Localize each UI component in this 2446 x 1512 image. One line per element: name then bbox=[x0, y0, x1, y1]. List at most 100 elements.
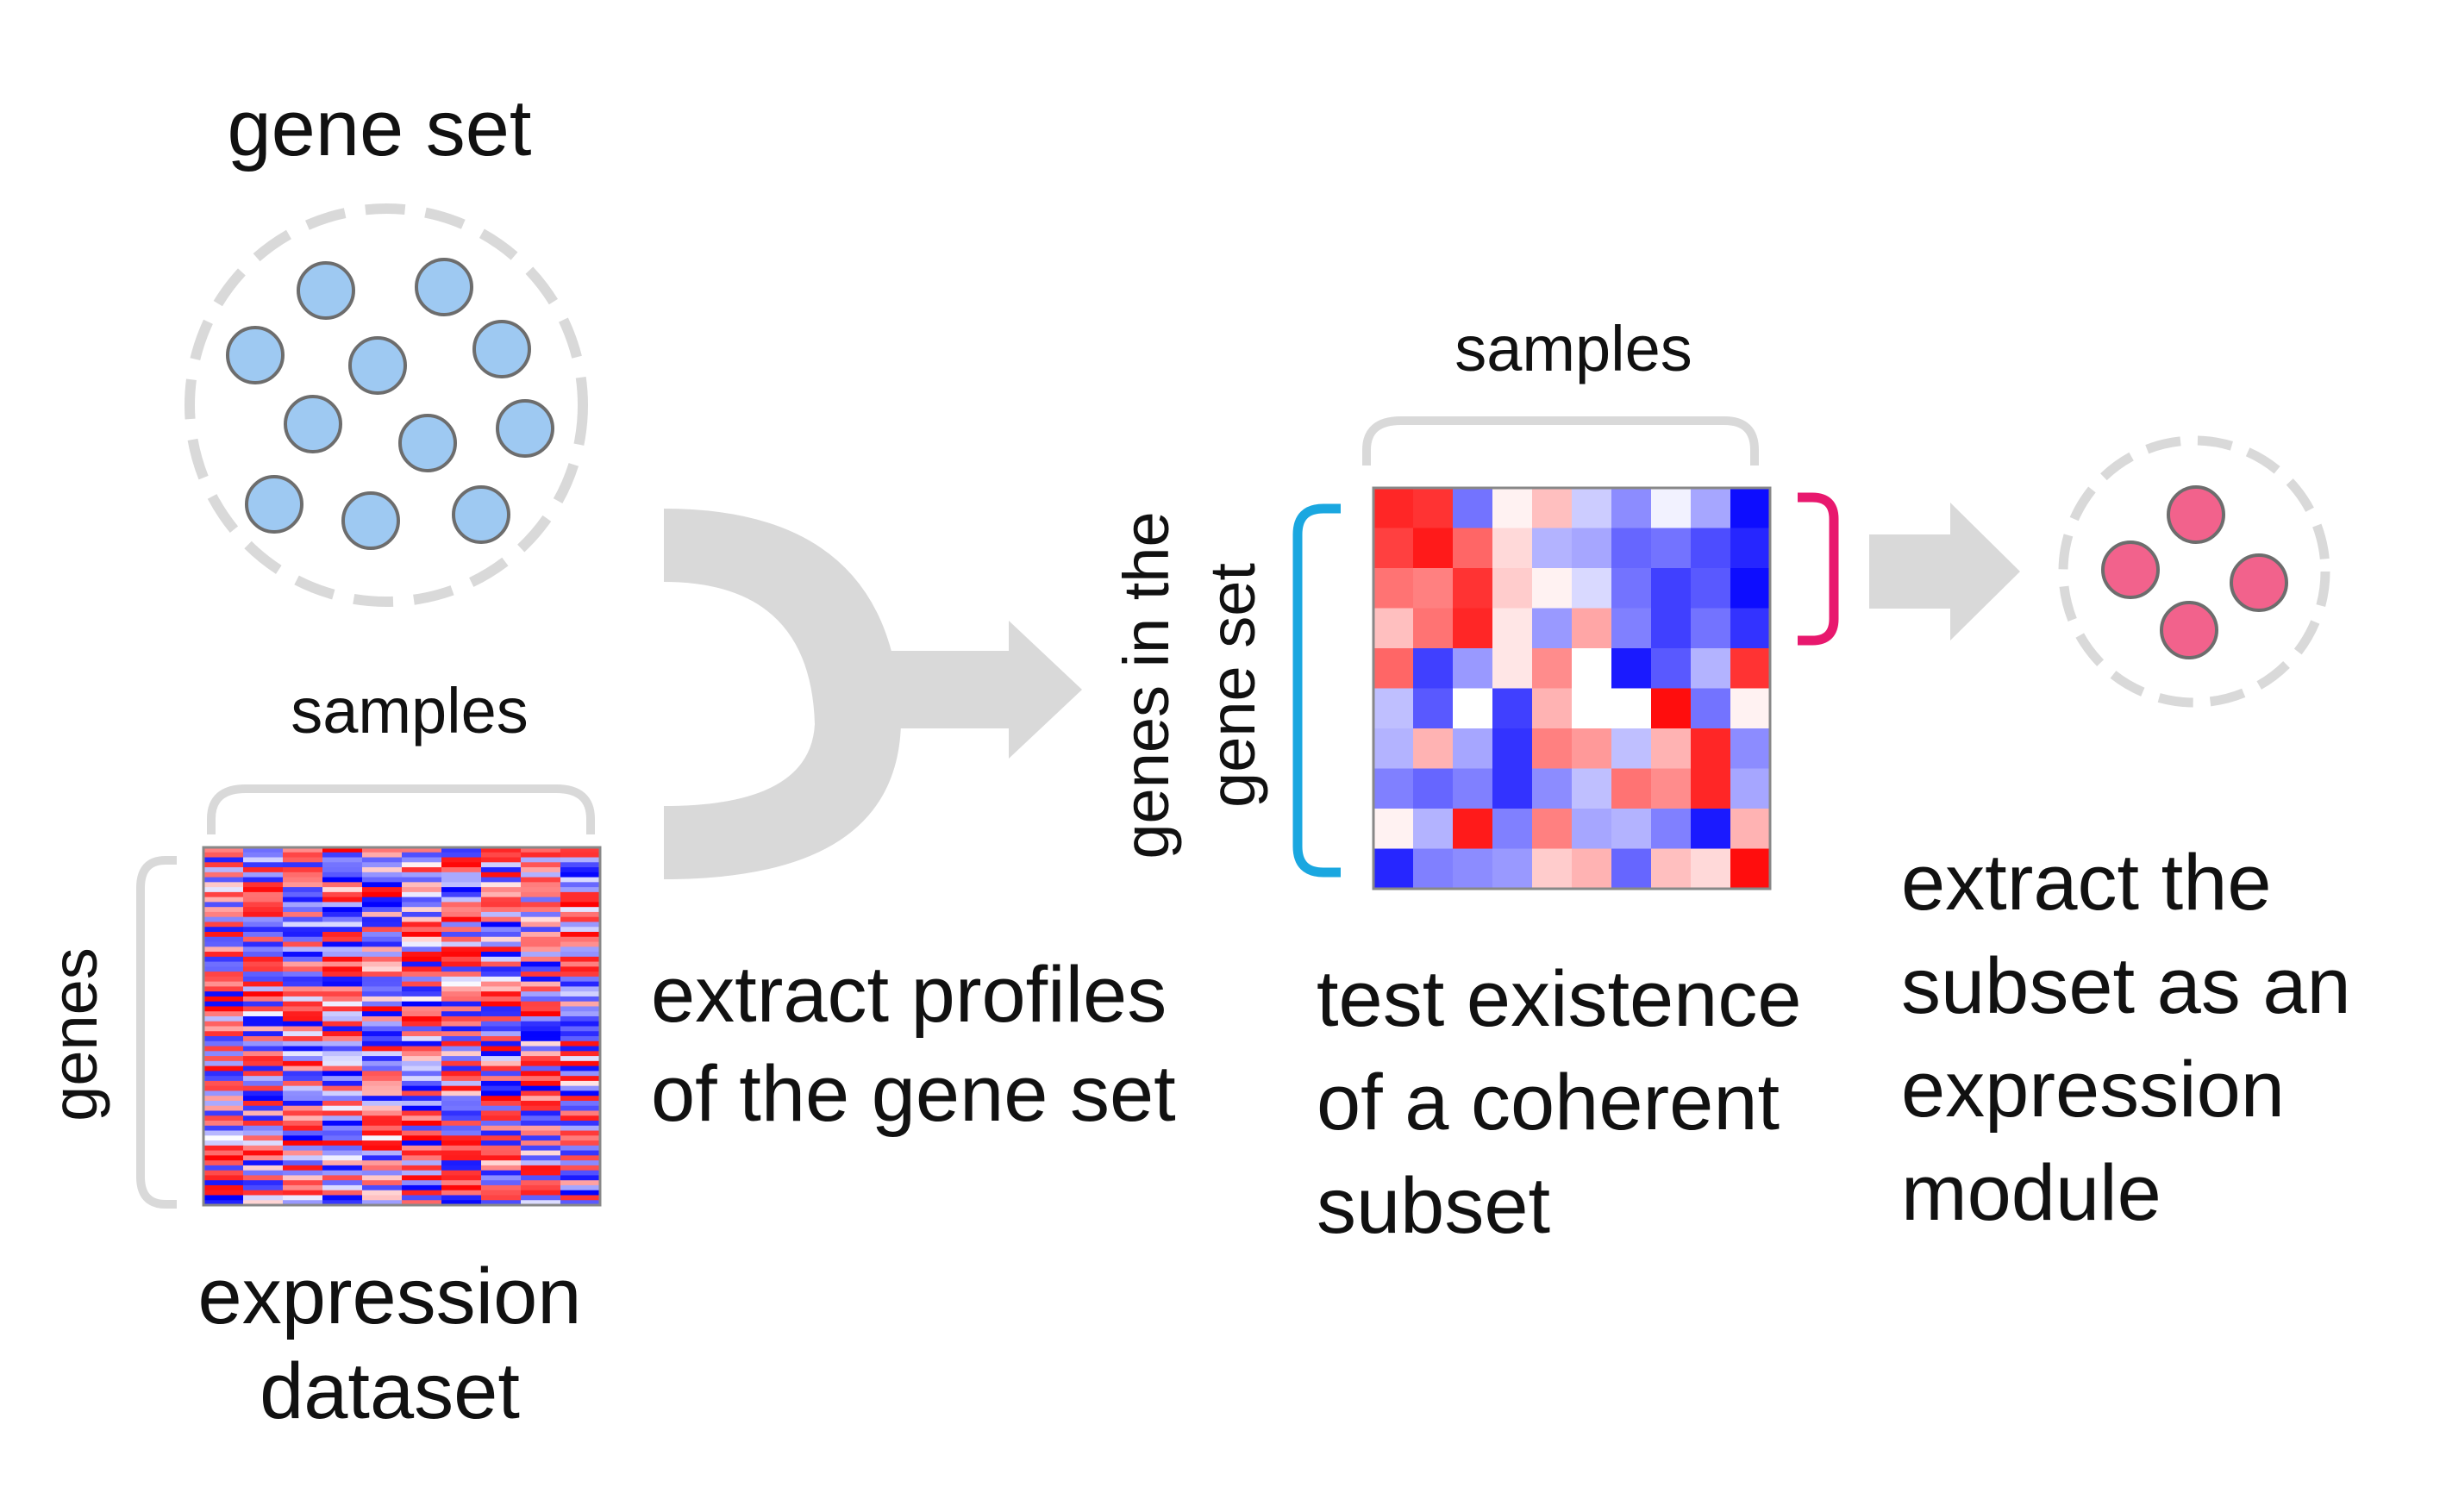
dataset-heatmap-cell bbox=[402, 911, 442, 918]
dataset-heatmap-cell bbox=[203, 976, 244, 983]
heatmap-cell bbox=[1730, 528, 1771, 569]
dataset-heatmap-cell bbox=[402, 852, 442, 859]
dataset-heatmap-cell bbox=[243, 867, 284, 873]
dataset-heatmap-cell bbox=[521, 1026, 561, 1032]
dataset-heatmap-cell bbox=[402, 1001, 442, 1007]
dataset-heatmap-cell bbox=[322, 1175, 363, 1181]
dataset-heatmap-cell bbox=[560, 1031, 601, 1037]
heatmap-cell bbox=[1611, 688, 1652, 729]
dataset-heatmap-cell bbox=[560, 1085, 601, 1091]
dataset-heatmap-cell bbox=[521, 891, 561, 898]
dataset-heatmap-cell bbox=[521, 847, 561, 853]
dataset-heatmap-cell bbox=[283, 1040, 323, 1047]
dataset-heatmap-cell bbox=[521, 867, 561, 873]
heatmap-cell bbox=[1572, 809, 1612, 850]
dataset-heatmap-cell bbox=[402, 1175, 442, 1181]
dataset-heatmap-cell bbox=[521, 1190, 561, 1196]
dataset-heatmap-cell bbox=[521, 1076, 561, 1082]
heatmap-cell bbox=[1413, 648, 1454, 690]
dataset-heatmap-cell bbox=[283, 981, 323, 987]
dataset-heatmap-cell bbox=[481, 847, 522, 853]
dataset-heatmap-cell bbox=[481, 931, 522, 938]
dataset-heatmap-cell bbox=[322, 1195, 363, 1201]
dataset-heatmap-cell bbox=[481, 897, 522, 903]
dataset-heatmap-cell bbox=[243, 976, 284, 983]
dataset-heatmap-cell bbox=[560, 862, 601, 868]
samples-label-dataset: samples bbox=[291, 675, 529, 747]
heatmap-cell bbox=[1651, 728, 1692, 770]
dataset-heatmap-cell bbox=[521, 981, 561, 987]
dataset-heatmap-cell bbox=[441, 1046, 482, 1052]
dataset-heatmap-cell bbox=[362, 891, 403, 898]
dataset-heatmap-cell bbox=[441, 996, 482, 1003]
dataset-heatmap-cell bbox=[481, 1001, 522, 1007]
dataset-heatmap-cell bbox=[362, 1110, 403, 1116]
dataset-heatmap-cell bbox=[521, 1105, 561, 1111]
dataset-heatmap-cell bbox=[402, 1200, 442, 1206]
dataset-heatmap-cell bbox=[481, 1060, 522, 1067]
dataset-heatmap-cell bbox=[560, 1011, 601, 1017]
dataset-heatmap-cell bbox=[362, 1046, 403, 1052]
heatmap-cell bbox=[1453, 488, 1493, 529]
dataset-heatmap-cell bbox=[481, 1115, 522, 1122]
dataset-heatmap-cell bbox=[481, 1056, 522, 1062]
dataset-heatmap-cell bbox=[243, 1175, 284, 1181]
dataset-heatmap-cell bbox=[322, 862, 363, 868]
dataset-heatmap-cell bbox=[560, 1040, 601, 1047]
dataset-heatmap-cell bbox=[560, 1021, 601, 1027]
dataset-heatmap-cell bbox=[402, 1085, 442, 1091]
dataset-heatmap-cell bbox=[560, 1036, 601, 1042]
dataset-heatmap-cell bbox=[521, 931, 561, 938]
dataset-heatmap-cell bbox=[441, 1051, 482, 1057]
dataset-heatmap-cell bbox=[441, 1135, 482, 1141]
dataset-heatmap-cell bbox=[362, 986, 403, 992]
dataset-heatmap-cell bbox=[283, 1160, 323, 1166]
dataset-heatmap-cell bbox=[481, 891, 522, 898]
dataset-heatmap-cell bbox=[203, 1195, 244, 1201]
dataset-heatmap-cell bbox=[322, 1150, 363, 1156]
dataset-heatmap-cell bbox=[441, 1105, 482, 1111]
dataset-heatmap-cell bbox=[441, 1115, 482, 1122]
dataset-heatmap-cell bbox=[441, 1170, 482, 1176]
dataset-heatmap-cell bbox=[283, 996, 323, 1003]
dataset-heatmap-cell bbox=[362, 1006, 403, 1012]
dataset-heatmap-cell bbox=[402, 961, 442, 967]
dataset-heatmap-cell bbox=[481, 991, 522, 997]
dataset-heatmap-cell bbox=[402, 1121, 442, 1127]
dataset-heatmap-cell bbox=[441, 922, 482, 928]
dataset-heatmap-cell bbox=[203, 947, 244, 953]
dataset-heatmap-cell bbox=[203, 1015, 244, 1022]
heatmap-cell bbox=[1453, 728, 1493, 770]
dataset-heatmap-cell bbox=[402, 1071, 442, 1077]
dataset-heatmap-cell bbox=[203, 1060, 244, 1067]
dataset-heatmap-cell bbox=[322, 916, 363, 922]
dataset-heatmap-cell bbox=[283, 891, 323, 898]
dataset-heatmap-cell bbox=[243, 1121, 284, 1127]
heatmap-cell bbox=[1373, 568, 1414, 609]
gene-circle bbox=[348, 336, 407, 395]
dataset-heatmap-cell bbox=[481, 961, 522, 967]
dataset-heatmap-cell bbox=[441, 902, 482, 908]
heatmap-cell bbox=[1730, 848, 1771, 890]
dataset-heatmap-cell bbox=[441, 882, 482, 888]
dataset-heatmap-cell bbox=[322, 1170, 363, 1176]
dataset-heatmap-cell bbox=[283, 922, 323, 928]
dataset-heatmap-cell bbox=[203, 1046, 244, 1052]
dataset-heatmap-cell bbox=[560, 897, 601, 903]
dataset-heatmap-cell bbox=[283, 972, 323, 978]
dataset-heatmap-cell bbox=[322, 882, 363, 888]
dataset-heatmap-cell bbox=[521, 1175, 561, 1181]
dataset-heatmap-cell bbox=[362, 862, 403, 868]
module-gene-circle bbox=[2160, 601, 2218, 659]
dataset-heatmap-cell bbox=[283, 1170, 323, 1176]
gene-circle bbox=[415, 258, 473, 316]
expression-dataset-label-line2: dataset bbox=[260, 1347, 520, 1435]
dataset-heatmap-cell bbox=[560, 936, 601, 943]
dataset-heatmap-cell bbox=[322, 981, 363, 987]
dataset-heatmap-cell bbox=[203, 847, 244, 853]
dataset-heatmap-cell bbox=[560, 1051, 601, 1057]
dataset-heatmap-cell bbox=[521, 1155, 561, 1161]
heatmap-cell bbox=[1453, 688, 1493, 729]
heatmap-cell bbox=[1651, 809, 1692, 850]
dataset-heatmap-cell bbox=[203, 1026, 244, 1032]
